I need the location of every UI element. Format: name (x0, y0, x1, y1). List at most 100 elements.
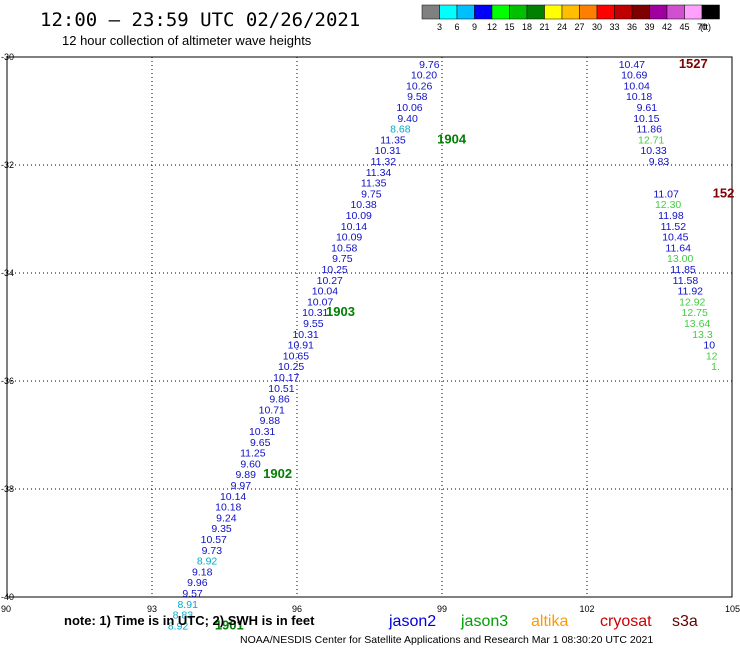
colorbar-swatch (596, 4, 615, 20)
colorbar-swatch (684, 4, 703, 20)
wave-height-label: 10.57 (201, 534, 227, 546)
wave-height-label: 10.09 (346, 210, 372, 222)
wave-height-label: 9.24 (216, 512, 237, 524)
wave-height-label: 11.25 (240, 448, 266, 460)
wave-height-label: 8.83 (173, 610, 194, 622)
wave-height-label: 9.40 (397, 113, 418, 125)
wave-height-label: 10.45 (662, 232, 688, 244)
satellite-legend-jason2: jason2 (388, 613, 436, 630)
wave-height-label: 10.58 (331, 242, 357, 254)
x-tick-label: 99 (437, 604, 447, 614)
time-label: 1902 (263, 466, 292, 481)
footer-note: note: 1) Time is in UTC; 2) SWH is in fe… (64, 613, 315, 628)
wave-height-label: 9.86 (269, 394, 290, 406)
wave-height-label: 9.83 (649, 156, 670, 168)
y-tick-label: -40 (1, 592, 14, 602)
colorbar-swatch (509, 4, 528, 20)
wave-height-label: 10.14 (341, 221, 367, 233)
wave-height-label: 9.76 (419, 59, 440, 71)
wave-height-label: 8.68 (390, 124, 411, 136)
wave-height-label: 11.85 (670, 264, 696, 276)
wave-height-label: 9.58 (407, 91, 428, 103)
colorbar-swatch (491, 4, 510, 20)
wave-height-label: 12 (706, 350, 718, 362)
time-label: 1904 (437, 131, 467, 146)
wave-height-label: 11.98 (658, 210, 684, 222)
colorbar-label: 6 (454, 22, 459, 32)
time-labels: 1904 1903 1902 1901 1527 152 (215, 56, 735, 633)
wave-height-label: 10.07 (307, 296, 333, 308)
y-tick-label: -30 (1, 52, 14, 62)
wave-height-label: 10.18 (215, 502, 241, 514)
colorbar-swatch (614, 4, 633, 20)
colorbar-swatch (579, 4, 598, 20)
wave-height-label: 10.33 (640, 145, 666, 157)
wave-height-label: 10.25 (278, 361, 304, 373)
wave-height-label: 11.52 (661, 221, 687, 233)
wave-height-label: 10.15 (633, 113, 659, 125)
wave-height-label: 11.34 (366, 167, 392, 179)
x-tick-label: 93 (147, 604, 157, 614)
wave-height-label: 9.96 (187, 577, 208, 589)
wave-height-label: 9.18 (192, 566, 213, 578)
footer-credit: NOAA/NESDIS Center for Satellite Applica… (240, 634, 653, 646)
wave-height-label: 11.58 (673, 275, 699, 287)
colorbar-label: 27 (574, 22, 584, 32)
colorbar-swatch (474, 4, 493, 20)
wave-height-label: 9.89 (235, 469, 256, 481)
wave-height-label: 10.31 (249, 426, 275, 438)
wave-height-label: 10.06 (396, 102, 422, 114)
colorbar-label: 9 (472, 22, 477, 32)
color-scale-legend: 3 6 9 12 15 18 21 24 27 30 33 36 39 42 45 70(ft) (421, 4, 720, 32)
colorbar-swatch (456, 4, 475, 20)
wave-height-label: 11.35 (361, 178, 387, 190)
wave-height-label: 9.73 (202, 545, 223, 557)
wave-height-label: 10.14 (220, 491, 246, 503)
wave-height-label: 9.97 (231, 480, 252, 492)
wave-height-label: 10.69 (621, 70, 647, 82)
colorbar-label: 12 (487, 22, 497, 32)
satellite-legend-altika: altika (531, 613, 568, 630)
colorbar-label: 30 (592, 22, 602, 32)
wave-height-label: 10.04 (312, 286, 338, 298)
wave-height-label: 10.20 (411, 70, 437, 82)
colorbar-label: 42 (662, 22, 672, 32)
wave-height-label: 10.25 (321, 264, 347, 276)
wave-height-label: 10.38 (350, 199, 376, 211)
wave-height-label: 11.64 (665, 242, 691, 254)
satellite-legend-jason3: jason3 (460, 613, 508, 630)
wave-height-label: 10.51 (268, 383, 294, 395)
wave-height-label: 10.27 (317, 275, 343, 287)
colorbar-swatch (544, 4, 563, 20)
wave-height-label: 10.71 (259, 404, 285, 416)
wave-height-label: 9.55 (303, 318, 324, 330)
wave-height-label: 9.61 (637, 102, 658, 114)
y-tick-label: -38 (1, 484, 14, 494)
colorbar-unit: (ft) (700, 22, 711, 32)
wave-height-label: 8.92 (168, 620, 189, 632)
wave-height-label: 12.71 (638, 134, 664, 146)
wave-height-label: 10.91 (288, 340, 314, 352)
x-tick-label: 96 (292, 604, 302, 614)
x-tick-label: 90 (1, 604, 11, 614)
wave-height-label: 12.92 (679, 296, 705, 308)
wave-height-label: 1. (711, 361, 720, 373)
colorbar-label: 39 (644, 22, 654, 32)
wave-height-label: 11.07 (653, 188, 679, 200)
colorbar-label: 45 (679, 22, 689, 32)
colorbar-label: 21 (539, 22, 549, 32)
chart-title: 12:00 – 23:59 UTC 02/26/2021 (40, 9, 360, 31)
wave-height-label: 13.64 (684, 318, 710, 330)
colorbar-label: 36 (627, 22, 637, 32)
grid-lines (7, 57, 732, 597)
wave-height-label: 10.31 (302, 307, 328, 319)
wave-height-label: 9.75 (361, 188, 382, 200)
colorbar-swatch (439, 4, 458, 20)
colorbar-label: 3 (437, 22, 442, 32)
y-tick-label: -36 (1, 376, 14, 386)
x-tick-label: 105 (725, 604, 740, 614)
satellite-legend-s3a: s3a (672, 613, 698, 630)
x-tick-label: 102 (579, 604, 594, 614)
wave-height-label: 13.00 (667, 253, 693, 265)
